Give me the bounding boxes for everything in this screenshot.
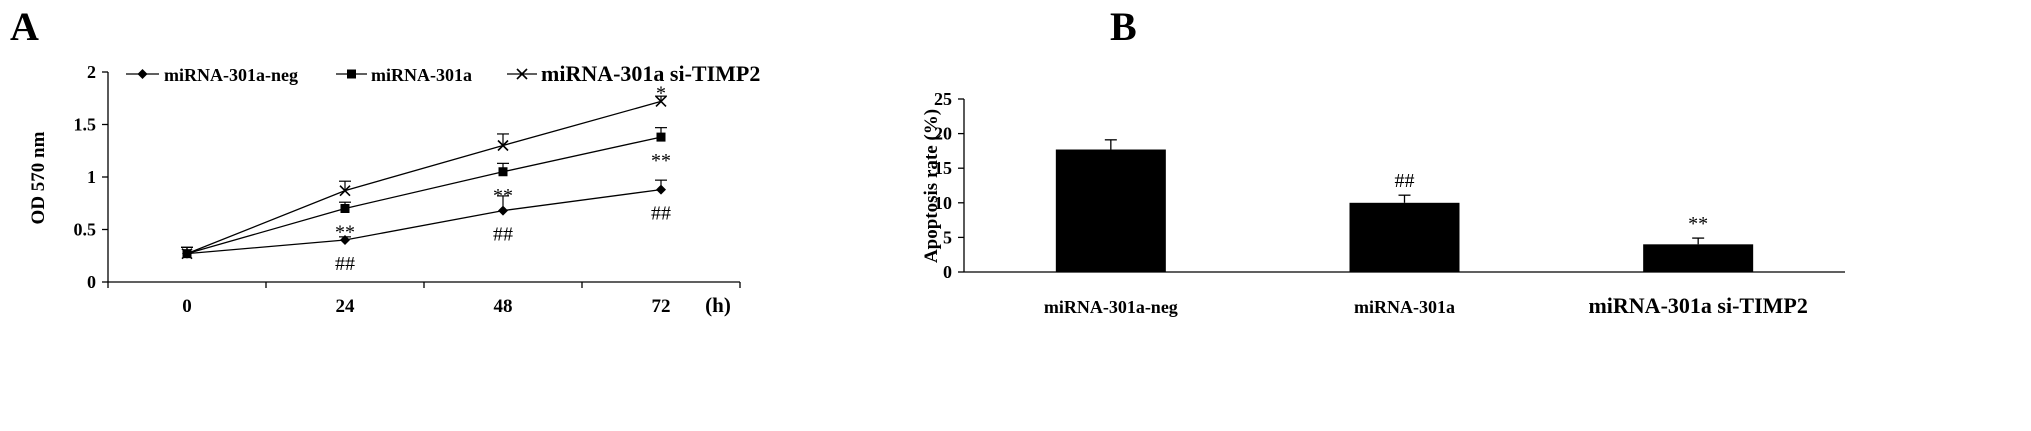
y-tick-label: 2 xyxy=(87,62,96,82)
x-tick-label: 48 xyxy=(494,296,513,317)
y-tick-label: 0 xyxy=(943,262,952,282)
bar xyxy=(1349,202,1460,272)
data-point xyxy=(339,185,351,197)
significance-label: ** xyxy=(335,222,355,244)
bar-chart: Apoptosis rate (%) 0 5 10 15 20 25 miRNA-301a-… xyxy=(921,89,1845,318)
legend: miRNA-301a-neg miRNA-301a miRNA-301a si-… xyxy=(126,61,760,86)
panel-b-letter: B xyxy=(1110,4,1137,49)
bar xyxy=(1643,244,1754,272)
y-axis-label: OD 570 nm xyxy=(28,131,49,224)
x-tick-label: miRNA-301a si-TIMP2 xyxy=(1588,293,1807,318)
x-tick-label: 24 xyxy=(336,296,356,317)
significance-label: ## xyxy=(1395,170,1415,192)
series-line xyxy=(186,188,662,255)
y-tick-label: 1 xyxy=(87,167,96,187)
data-point xyxy=(656,132,666,142)
y-tick-label: 20 xyxy=(934,124,952,144)
data-point xyxy=(181,248,193,260)
y-tick-label: 0 xyxy=(87,272,96,292)
data-point xyxy=(340,235,350,245)
x-tick-label: 72 xyxy=(652,296,671,317)
y-tick-label: 25 xyxy=(934,89,952,109)
data-point xyxy=(498,205,508,216)
significance-label: * xyxy=(656,82,666,104)
y-tick-label: 5 xyxy=(943,227,952,247)
x-tick-label: 0 xyxy=(182,296,192,317)
series-line xyxy=(186,136,662,255)
significance-label: ** xyxy=(1688,213,1708,235)
data-point xyxy=(656,184,666,195)
legend-marker xyxy=(516,68,528,80)
legend-label: miRNA-301a-neg xyxy=(164,65,298,85)
y-tick-label: 15 xyxy=(934,158,952,178)
bar xyxy=(1055,149,1166,272)
series-line xyxy=(186,100,662,255)
legend-marker xyxy=(137,69,148,79)
significance-label: ** xyxy=(493,185,513,207)
legend-marker xyxy=(347,69,356,79)
panel-a-letter: A xyxy=(10,4,39,49)
y-tick-label: 10 xyxy=(934,193,952,213)
y-axis-label: Apoptosis rate (%) xyxy=(921,109,942,263)
x-tick-label: miRNA-301a-neg xyxy=(1044,297,1178,317)
data-point xyxy=(498,167,508,177)
data-point xyxy=(655,95,667,107)
significance-label: ## xyxy=(651,203,671,225)
x-tick-label: miRNA-301a xyxy=(1354,297,1455,317)
significance-label: ## xyxy=(493,224,513,246)
legend-label: miRNA-301a xyxy=(371,65,472,85)
legend-label: miRNA-301a si-TIMP2 xyxy=(541,61,760,86)
data-point xyxy=(497,139,509,152)
y-tick-label: 0.5 xyxy=(74,220,97,240)
line-chart: OD 570 nm (h) miRNA-301a-neg miRNA-301a … xyxy=(28,61,760,317)
significance-label: ## xyxy=(335,253,355,275)
data-point xyxy=(340,204,350,213)
significance-label: ** xyxy=(651,150,671,172)
x-axis-unit: (h) xyxy=(705,293,731,317)
y-tick-label: 1.5 xyxy=(74,115,97,135)
